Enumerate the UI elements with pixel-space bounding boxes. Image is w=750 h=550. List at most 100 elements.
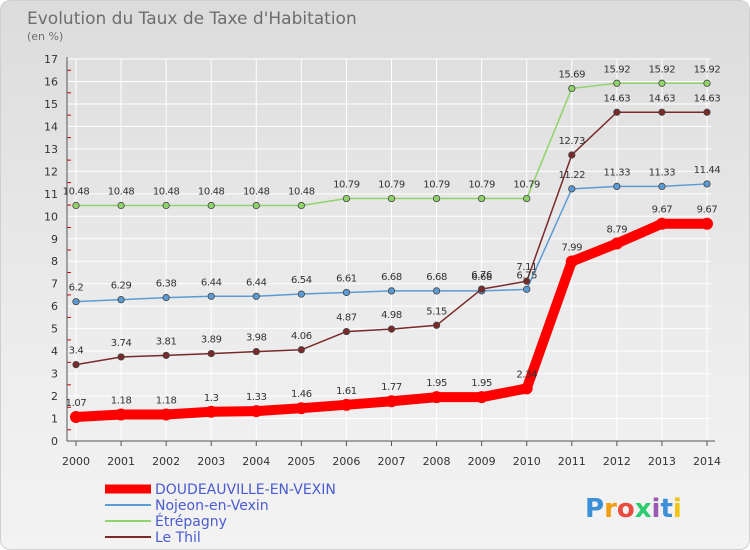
data-point <box>252 347 260 356</box>
data-label: 6.29 <box>111 281 132 292</box>
data-label: 9.67 <box>652 205 673 216</box>
legend-label: Le Thil <box>155 530 201 546</box>
data-point <box>703 180 711 188</box>
data-label: 1.46 <box>291 389 312 400</box>
data-label: 10.79 <box>468 180 495 191</box>
data-label: 10.79 <box>513 180 540 191</box>
data-label: 6.68 <box>471 272 492 283</box>
data-label: 14.63 <box>649 93 676 104</box>
data-point <box>115 408 128 421</box>
data-label: 6.2 <box>69 283 84 294</box>
data-point <box>613 182 621 191</box>
data-label: 11.22 <box>558 170 585 181</box>
data-point <box>297 290 305 298</box>
data-point <box>252 201 260 210</box>
legend: DOUDEAUVILLE-EN-VEXINNojeon-en-VexinÉtré… <box>105 482 336 546</box>
data-point <box>523 285 531 293</box>
data-label: 14.63 <box>604 93 631 104</box>
y-tick-label: 11 <box>44 188 58 201</box>
y-tick-label: 9 <box>51 233 58 246</box>
data-label: 6.38 <box>156 279 177 290</box>
y-tick-label: 7 <box>51 278 58 291</box>
proxiti-logo: Proxiti <box>585 494 682 524</box>
data-label: 10.48 <box>198 187 225 198</box>
data-point <box>478 285 486 293</box>
data-point <box>658 108 666 116</box>
data-point <box>297 346 305 354</box>
data-point <box>117 353 125 361</box>
x-tick-label: 2003 <box>197 455 225 468</box>
data-point <box>385 395 398 408</box>
x-tick-label: 2006 <box>332 455 360 468</box>
data-label: 10.48 <box>243 187 270 198</box>
data-label: 11.33 <box>649 167 676 178</box>
y-tick-label: 14 <box>44 120 58 133</box>
data-point <box>117 296 125 304</box>
data-point <box>70 410 82 423</box>
data-point <box>387 194 396 203</box>
data-point <box>703 79 711 87</box>
x-tick-label: 2009 <box>468 455 496 468</box>
data-point <box>703 108 711 116</box>
data-point <box>523 277 531 285</box>
data-label: 12.73 <box>558 136 585 147</box>
data-point <box>565 255 578 268</box>
x-tick-label: 2000 <box>62 455 90 468</box>
legend-label: DOUDEAUVILLE-EN-VEXIN <box>155 482 336 498</box>
grid <box>67 58 711 442</box>
data-label: 10.79 <box>333 180 360 191</box>
data-label: 1.18 <box>111 395 132 406</box>
data-point <box>523 194 531 203</box>
data-label: 3.98 <box>246 333 267 344</box>
data-point <box>475 391 488 404</box>
y-tick-label: 1 <box>51 413 58 426</box>
y-tick-label: 6 <box>51 300 58 313</box>
data-point <box>162 351 170 359</box>
data-label: 10.48 <box>288 187 315 198</box>
data-point <box>610 237 623 250</box>
data-label: 2.34 <box>516 369 537 380</box>
data-point <box>342 288 351 297</box>
data-label: 4.06 <box>291 331 312 342</box>
data-label: 6.76 <box>471 270 492 281</box>
x-tick-label: 2001 <box>107 455 135 468</box>
data-point <box>655 217 668 230</box>
y-tick-label: 5 <box>51 323 58 336</box>
y-tick-label: 17 <box>44 53 58 66</box>
y-tick-label: 16 <box>44 75 58 88</box>
data-label: 14.63 <box>694 93 721 104</box>
data-point <box>520 382 533 395</box>
data-label: 7.99 <box>561 242 582 253</box>
x-tick-label: 2014 <box>693 455 721 468</box>
legend-label: Nojeon-en-Vexin <box>155 498 269 514</box>
x-tick-label: 2011 <box>558 455 586 468</box>
data-label: 6.44 <box>246 277 267 288</box>
data-point <box>658 182 666 191</box>
data-label: 1.33 <box>246 392 267 403</box>
data-label: 4.87 <box>336 313 357 324</box>
data-point <box>207 349 215 358</box>
data-point <box>658 79 666 87</box>
data-label: 3.81 <box>156 336 177 347</box>
data-point <box>387 287 396 295</box>
chart-title: Evolution du Taux de Taxe d'Habitation <box>27 9 357 29</box>
data-point <box>701 217 713 230</box>
data-point <box>432 287 441 295</box>
data-point <box>342 327 351 336</box>
data-point <box>250 405 263 418</box>
data-label: 9.67 <box>697 205 718 216</box>
y-tick-label: 4 <box>51 345 58 358</box>
data-label: 11.33 <box>604 167 631 178</box>
y-tick-label: 12 <box>44 165 58 178</box>
x-tick-label: 2004 <box>242 455 270 468</box>
data-label: 15.92 <box>694 64 721 75</box>
data-label: 1.61 <box>336 386 357 397</box>
data-point <box>205 405 218 418</box>
data-point <box>568 151 576 159</box>
data-point <box>568 185 576 193</box>
data-point <box>162 294 170 302</box>
data-point <box>295 402 308 415</box>
